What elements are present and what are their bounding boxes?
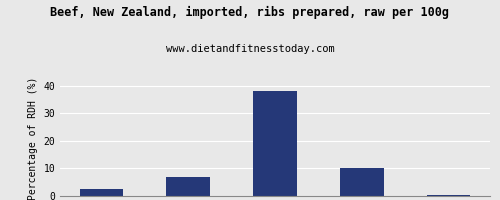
Y-axis label: Percentage of RDH (%): Percentage of RDH (%) (28, 76, 38, 200)
Text: Beef, New Zealand, imported, ribs prepared, raw per 100g: Beef, New Zealand, imported, ribs prepar… (50, 6, 450, 19)
Bar (166, 177, 210, 196)
Text: www.dietandfitnesstoday.com: www.dietandfitnesstoday.com (166, 44, 334, 54)
Bar (340, 168, 384, 196)
Bar (254, 91, 296, 196)
Bar (80, 189, 123, 196)
Bar (427, 195, 470, 196)
